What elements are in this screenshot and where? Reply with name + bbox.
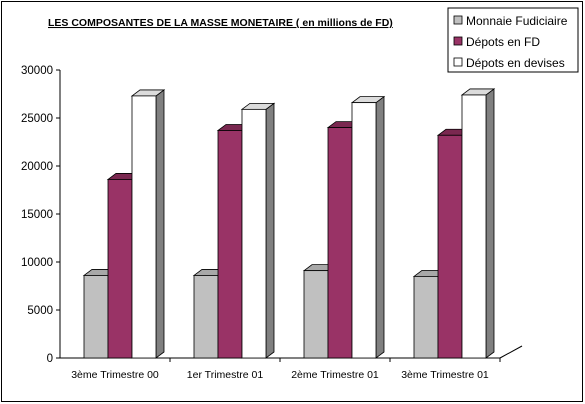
bars [82, 88, 496, 359]
y-tick-label: 0 [47, 353, 53, 365]
bar-front-face [303, 270, 329, 359]
x-tick-label: 3ème Trimestre 01 [401, 369, 489, 381]
y-tick-label: 5000 [27, 305, 53, 317]
bar-front-face [437, 134, 463, 359]
bar-3-3 [350, 95, 386, 359]
legend-label: Dépots en FD [466, 35, 540, 49]
bar-front-face [83, 275, 109, 359]
chart-title: LES COMPOSANTES DE LA MASSE MONETAIRE ( … [48, 17, 393, 29]
legend-label: Dépots en devises [466, 56, 565, 70]
bar-front-face [413, 275, 439, 359]
bar-side-face [485, 88, 495, 359]
x-axis-depth-line [499, 345, 523, 359]
bar-3-1 [130, 89, 166, 359]
legend-box [447, 7, 579, 73]
legend-swatch [453, 57, 463, 67]
y-tick-label: 15000 [21, 209, 53, 221]
bar-front-face [131, 95, 157, 359]
x-tick-label: 2ème Trimestre 01 [291, 369, 379, 381]
x-tick-label: 3ème Trimestre 00 [71, 369, 159, 381]
bar-front-face [327, 127, 353, 359]
bar-front-face [351, 102, 377, 359]
bar-front-face [217, 130, 243, 359]
bar-3-2 [240, 102, 276, 359]
bar-side-face [375, 95, 385, 359]
bar-side-face [155, 89, 165, 359]
y-tick-label: 10000 [21, 257, 53, 269]
x-tick-label: 1er Trimestre 01 [187, 369, 264, 381]
bar-front-face [193, 275, 219, 359]
axes: 0 5000 10000 15000 20000 25000 30000 3ème Trime… [21, 65, 523, 381]
legend: Monnaie Fudiciaire Dépots en FD Dépots en … [447, 7, 579, 73]
bar-side-face [265, 102, 275, 359]
bar-front-face [107, 179, 133, 359]
bar-3-4 [460, 88, 496, 359]
bar-front-face [461, 94, 487, 359]
y-tick-label: 30000 [21, 65, 53, 77]
y-tick-label: 20000 [21, 161, 53, 173]
legend-swatch [453, 36, 463, 46]
y-tick-label: 25000 [21, 113, 53, 125]
legend-label: Monnaie Fudiciaire [466, 14, 568, 28]
bar-front-face [241, 108, 267, 359]
legend-swatch [453, 15, 463, 25]
